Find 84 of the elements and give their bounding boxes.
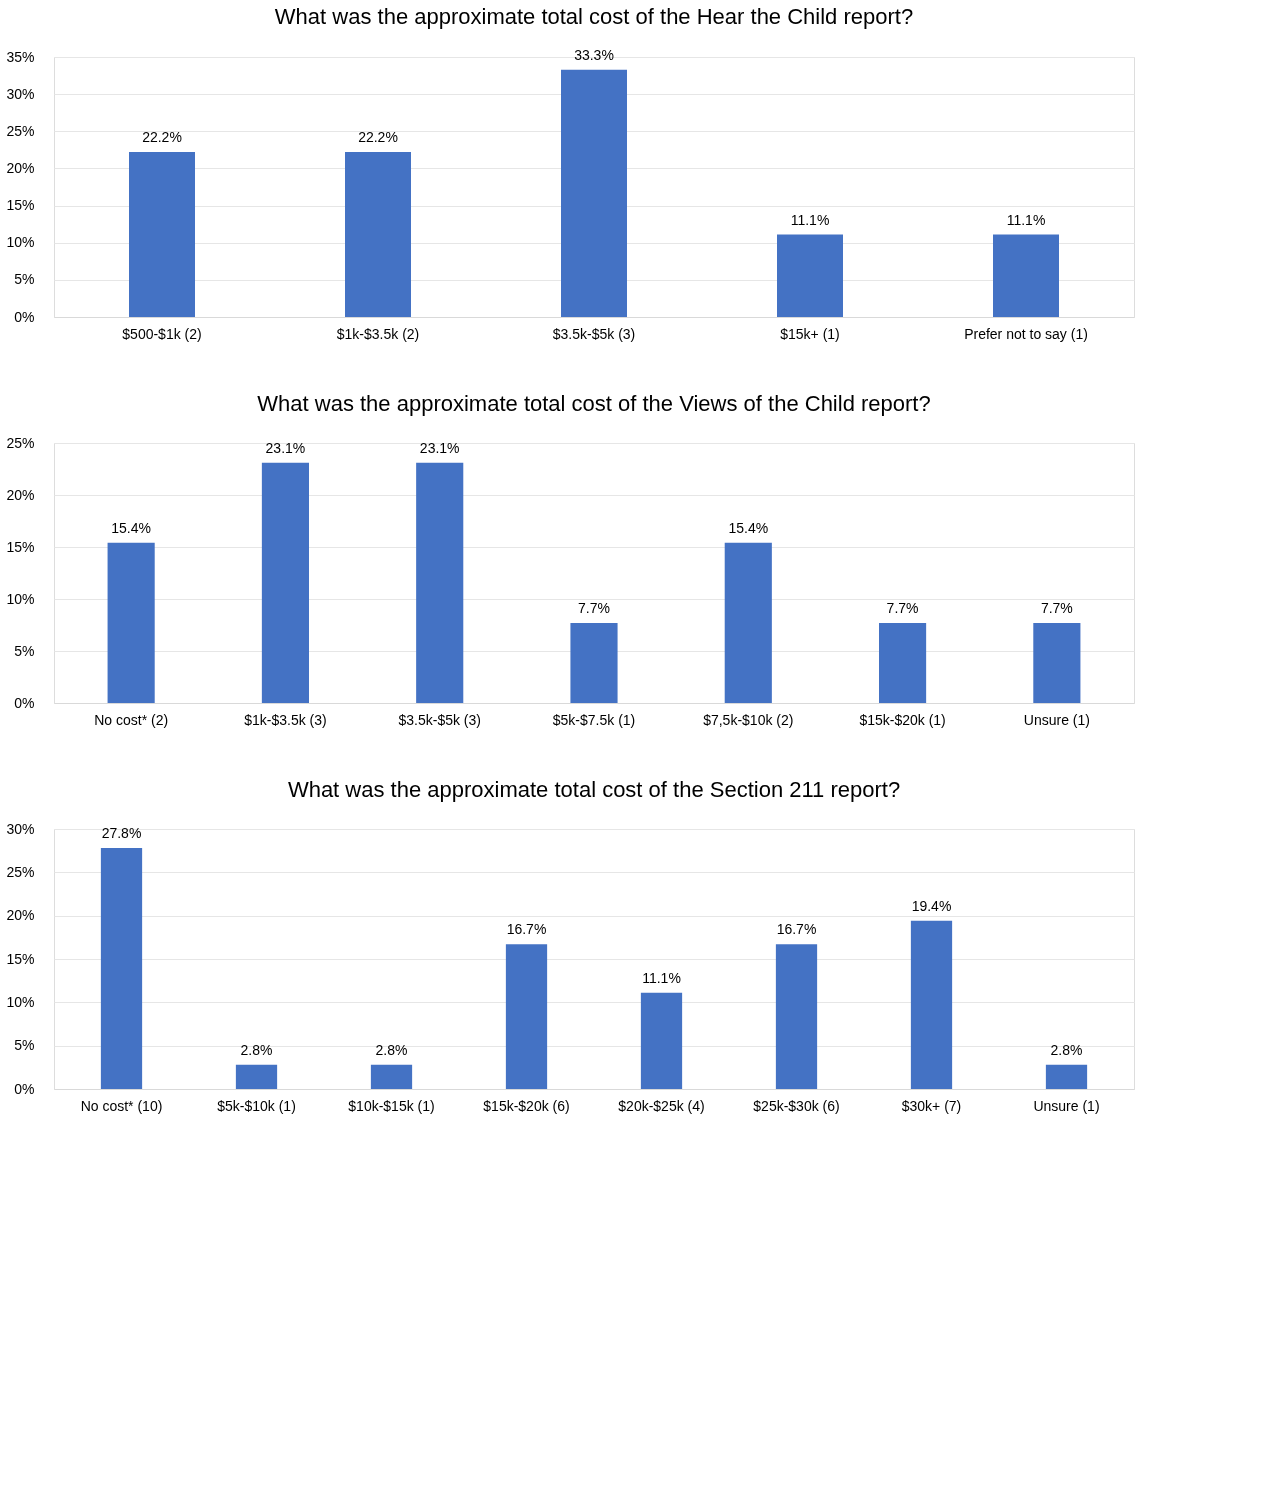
- data-label: 15.4%: [111, 519, 151, 536]
- y-tick-label: 25%: [6, 434, 35, 451]
- bar: [640, 992, 683, 1089]
- y-tick-label: 25%: [6, 863, 35, 880]
- x-tick-label: No cost* (2): [94, 711, 169, 728]
- x-tick-label: $7,5k-$10k (2): [703, 711, 794, 728]
- y-tick-label: 35%: [6, 48, 35, 65]
- x-tick-label: $30k+ (7): [901, 1097, 962, 1114]
- data-label: 16.7%: [506, 921, 547, 938]
- y-tick-label: 0%: [14, 308, 35, 325]
- x-tick-label: $15k-$20k (1): [859, 711, 946, 728]
- data-label: 16.7%: [776, 921, 817, 938]
- y-tick-label: 5%: [14, 1037, 35, 1054]
- bar: [107, 542, 155, 703]
- bar: [261, 462, 309, 703]
- data-label: 7.7%: [578, 599, 610, 616]
- bar: [100, 848, 143, 1089]
- data-label: 2.8%: [240, 1041, 273, 1058]
- bar: [879, 622, 927, 703]
- bar: [570, 622, 618, 703]
- bar: [416, 462, 464, 703]
- bar: [910, 920, 953, 1089]
- x-tick-label: No cost* (10): [80, 1097, 163, 1114]
- data-label: 23.1%: [419, 439, 460, 456]
- y-tick-label: 5%: [14, 271, 35, 288]
- bar: [1033, 622, 1081, 703]
- x-tick-label: $15k-$20k (6): [483, 1097, 570, 1114]
- data-label: 19.4%: [911, 897, 952, 914]
- bar: [561, 69, 627, 317]
- x-tick-label: $15k+ (1): [780, 325, 840, 342]
- y-tick-label: 0%: [14, 1080, 35, 1097]
- x-tick-label: $20k-$25k (4): [618, 1097, 705, 1114]
- data-label: 23.1%: [265, 439, 306, 456]
- y-tick-label: 15%: [6, 197, 35, 214]
- x-tick-label: $3.5k-$5k (3): [552, 325, 636, 342]
- data-label: 11.1%: [790, 211, 830, 228]
- bar: [129, 152, 195, 317]
- data-label: 15.4%: [728, 519, 769, 536]
- data-label: 33.3%: [574, 46, 614, 63]
- chart-title: What was the approximate total cost of the Section 211 report?: [287, 777, 901, 802]
- x-tick-label: $500-$1k (2): [122, 325, 202, 342]
- x-tick-label: $5k-$10k (1): [217, 1097, 296, 1114]
- y-tick-label: 5%: [14, 642, 35, 659]
- data-label: 22.2%: [358, 129, 398, 146]
- data-label: 11.1%: [642, 969, 681, 986]
- y-tick-label: 10%: [6, 234, 35, 251]
- data-label: 2.8%: [375, 1041, 408, 1058]
- x-tick-label: Prefer not to say (1): [964, 325, 1088, 342]
- chart-title: What was the approximate total cost of the Views of the Child report?: [257, 391, 931, 416]
- bar: [345, 152, 411, 317]
- y-tick-label: 0%: [14, 694, 35, 711]
- chart-title: What was the approximate total cost of the Hear the Child report?: [274, 3, 914, 29]
- bar: [775, 944, 818, 1089]
- y-tick-label: 10%: [6, 590, 35, 607]
- bar: [724, 542, 772, 703]
- data-label: 22.2%: [142, 129, 182, 146]
- data-label: 27.8%: [101, 825, 142, 842]
- y-tick-label: 20%: [6, 907, 35, 924]
- bar: [370, 1064, 413, 1089]
- y-tick-label: 30%: [6, 820, 35, 837]
- x-tick-label: $3.5k-$5k (3): [398, 711, 481, 728]
- data-label: 7.7%: [886, 599, 919, 616]
- y-tick-label: 15%: [6, 950, 35, 967]
- x-tick-label: $10k-$15k (1): [348, 1097, 435, 1114]
- bar: [993, 234, 1059, 317]
- data-label: 11.1%: [1006, 211, 1046, 228]
- bar: [505, 944, 548, 1089]
- x-tick-label: $5k-$7.5k (1): [552, 711, 636, 728]
- x-tick-label: $1k-$3.5k (2): [336, 325, 420, 342]
- y-tick-label: 15%: [6, 538, 35, 555]
- x-tick-label: $25k-$30k (6): [753, 1097, 840, 1114]
- data-label: 7.7%: [1040, 599, 1073, 616]
- y-tick-label: 20%: [6, 486, 35, 503]
- x-tick-label: $1k-$3.5k (3): [244, 711, 327, 728]
- bar: [1045, 1064, 1088, 1089]
- x-tick-label: Unsure (1): [1023, 711, 1090, 728]
- data-label: 2.8%: [1050, 1041, 1083, 1058]
- bar: [235, 1064, 278, 1089]
- y-tick-label: 25%: [6, 122, 35, 139]
- x-tick-label: Unsure (1): [1033, 1097, 1100, 1114]
- y-tick-label: 20%: [6, 159, 35, 176]
- bar: [777, 234, 843, 317]
- y-tick-label: 10%: [6, 993, 35, 1010]
- y-tick-label: 30%: [6, 85, 35, 102]
